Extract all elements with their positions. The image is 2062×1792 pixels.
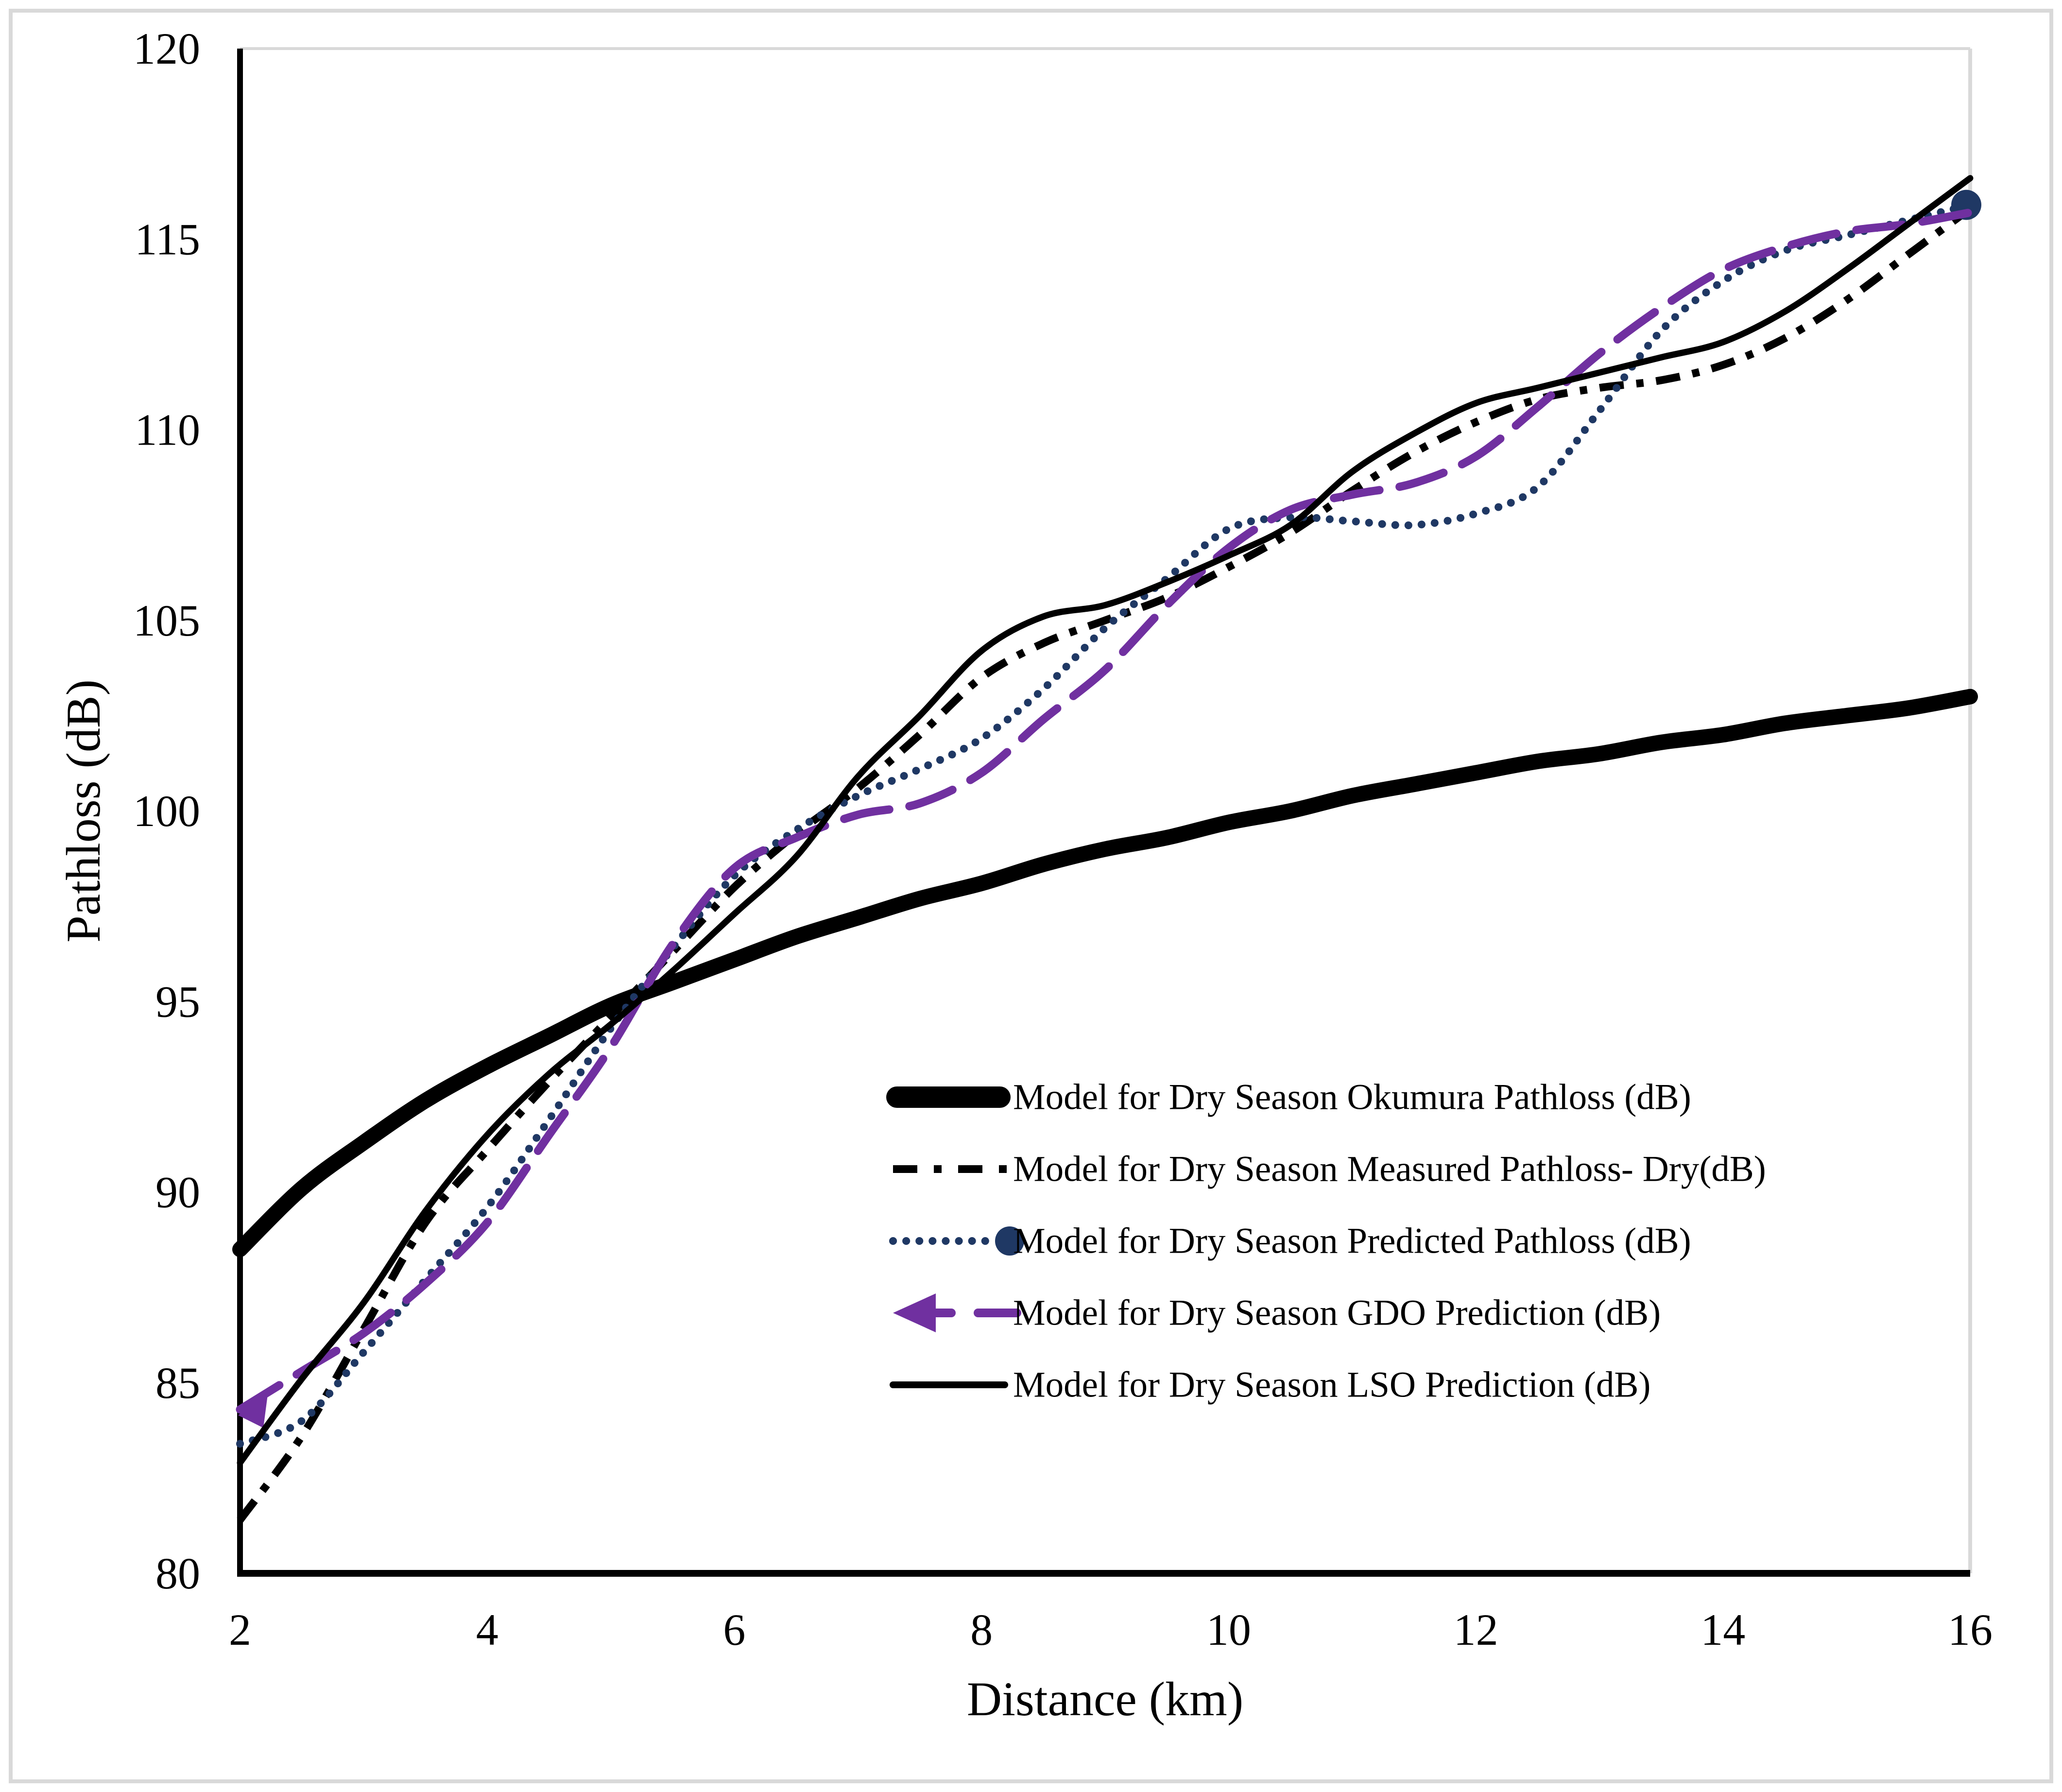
legend-label-lso: Model for Dry Season LSO Prediction (dB) xyxy=(1013,1365,1650,1405)
y-tick-105: 105 xyxy=(133,596,200,645)
legend-label-predicted: Model for Dry Season Predicted Pathloss … xyxy=(1013,1221,1691,1261)
x-tick-2: 2 xyxy=(229,1605,251,1654)
legend-label-measured: Model for Dry Season Measured Pathloss- … xyxy=(1013,1149,1766,1189)
series-okumura-line xyxy=(232,689,1978,1258)
x-tick-8: 8 xyxy=(970,1605,993,1654)
series-predicted-line xyxy=(236,201,1974,1448)
y-tick-95: 95 xyxy=(155,977,200,1026)
series-gdo-line xyxy=(236,208,1975,1414)
legend-predicted-marker-icon xyxy=(995,1226,1024,1256)
x-tick-6: 6 xyxy=(723,1605,745,1654)
y-tick-100: 100 xyxy=(133,786,200,836)
y-tick-110: 110 xyxy=(135,405,200,455)
series-measured-line xyxy=(237,206,1973,1522)
gdo-arrow-icon xyxy=(238,1391,268,1428)
y-tick-120: 120 xyxy=(133,24,200,73)
y-tick-115: 115 xyxy=(135,214,200,264)
y-tick-80: 80 xyxy=(155,1549,200,1598)
x-tick-14: 14 xyxy=(1701,1605,1745,1654)
y-axis-title: Pathloss (dB) xyxy=(56,679,110,943)
figure-border xyxy=(9,9,2053,1783)
y-tick-90: 90 xyxy=(155,1168,200,1217)
series-lso-line xyxy=(237,175,1974,1466)
x-tick-12: 12 xyxy=(1454,1605,1498,1654)
x-axis-title: Distance (km) xyxy=(967,1672,1243,1726)
legend-label-gdo: Model for Dry Season GDO Prediction (dB) xyxy=(1013,1293,1661,1333)
x-tick-4: 4 xyxy=(476,1605,498,1654)
legend-label-okumura: Model for Dry Season Okumura Pathloss (d… xyxy=(1013,1077,1691,1118)
x-tick-16: 16 xyxy=(1948,1605,1993,1654)
x-tick-10: 10 xyxy=(1206,1605,1251,1654)
y-tick-85: 85 xyxy=(155,1358,200,1408)
